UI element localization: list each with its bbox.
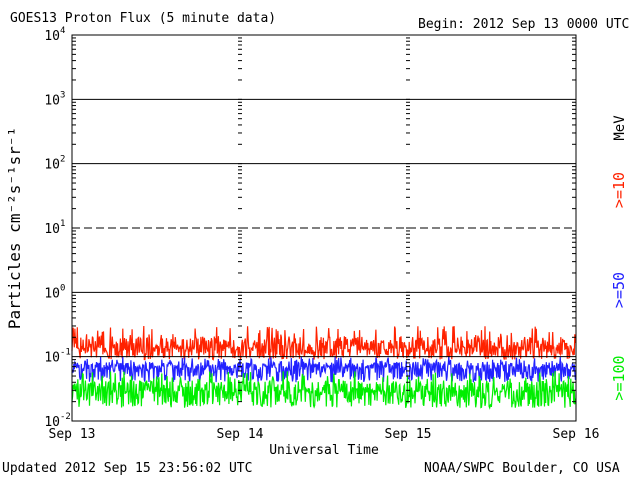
energy-legend: >=10 >=50 >=100 MeV (610, 115, 628, 401)
y-tick-exponent: -2 (60, 412, 71, 422)
updated-label: Updated 2012 Sep 15 23:56:02 UTC (2, 461, 252, 476)
y-axis-label: Particles cm⁻²s⁻¹sr⁻¹ (5, 127, 24, 329)
series-line (71, 325, 576, 361)
legend-item: >=50 (610, 272, 628, 308)
y-tick-label: 10 (44, 158, 60, 173)
y-tick-exponent: 3 (60, 90, 65, 100)
legend-item: >=100 (610, 355, 628, 400)
x-axis-label: Universal Time (269, 443, 379, 458)
grid-layer (72, 98, 576, 358)
plot-frame (71, 34, 577, 422)
y-tick-label: 10 (44, 93, 60, 108)
credit-label: NOAA/SWPC Boulder, CO USA (424, 461, 620, 476)
chart-title: GOES13 Proton Flux (5 minute data) (10, 11, 276, 26)
y-tick-exponent: 2 (60, 155, 65, 165)
y-tick-label: 10 (44, 286, 60, 301)
x-tick-labels: Sep 13 Sep 14 Sep 15 Sep 16 (49, 37, 600, 442)
legend-item: >=10 (610, 172, 628, 208)
y-tick-exponent: 1 (60, 219, 65, 229)
series-line (71, 356, 576, 383)
y-tick-label: 10 (44, 351, 60, 366)
series-layer (71, 325, 576, 410)
y-tick-label: 10 (44, 415, 60, 430)
begin-label: Begin: 2012 Sep 13 0000 UTC (418, 17, 629, 32)
series-line (71, 371, 576, 410)
y-tick-label: 10 (44, 29, 60, 44)
x-tick-label: Sep 15 (385, 427, 432, 442)
x-tick-label: Sep 14 (217, 427, 264, 442)
legend-unit: MeV (612, 115, 628, 141)
y-tick-label: 10 (44, 222, 60, 237)
y-tick-exponent: 0 (60, 283, 65, 293)
x-tick-label: Sep 16 (553, 427, 600, 442)
y-tick-exponent: 4 (60, 26, 65, 36)
x-tick-label: Sep 13 (49, 427, 96, 442)
y-tick-exponent: -1 (60, 348, 71, 358)
